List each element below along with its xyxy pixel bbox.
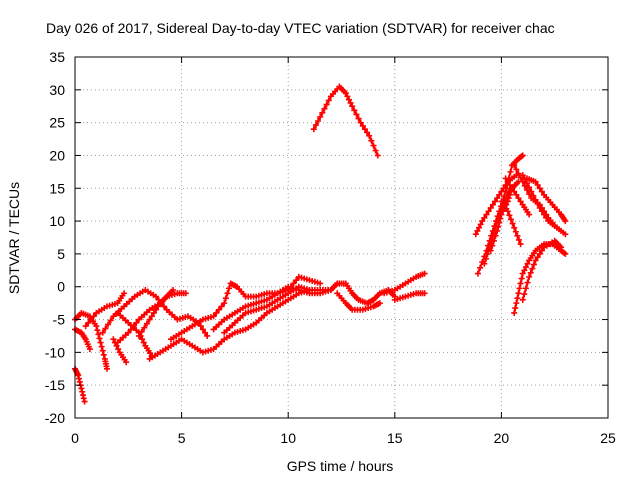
y-tick-label: 30 xyxy=(49,82,65,98)
y-axis-label: SDTVAR / TECUs xyxy=(6,182,22,294)
data-point xyxy=(514,295,520,301)
y-tick-label: 15 xyxy=(49,180,65,196)
data-point xyxy=(513,300,519,306)
y-tick-label: 35 xyxy=(49,49,65,65)
data-point xyxy=(475,271,481,277)
series-arc-25 xyxy=(520,172,560,231)
x-tick-labels: 0 5 10 15 20 25 xyxy=(71,430,616,446)
y-tick-label: 10 xyxy=(49,213,65,229)
y-tick-label: 0 xyxy=(57,279,65,295)
data-point xyxy=(101,352,107,358)
series-arc-7 xyxy=(115,310,155,359)
data-point xyxy=(525,280,531,286)
data-point xyxy=(518,280,524,286)
series-arc-9 xyxy=(147,287,313,362)
data-point xyxy=(82,399,88,405)
y-tick-label: -5 xyxy=(53,312,66,328)
x-tick-label: 15 xyxy=(387,430,403,446)
data-point xyxy=(520,297,526,303)
data-point xyxy=(512,305,518,311)
data-point xyxy=(519,276,525,282)
data-point xyxy=(521,291,527,297)
data-point xyxy=(94,327,100,333)
data-point xyxy=(511,310,517,316)
y-tick-labels: -20 -15 -10 -5 0 5 10 15 20 25 30 35 xyxy=(45,49,65,426)
data-point xyxy=(477,265,483,271)
x-tick-label: 5 xyxy=(178,430,186,446)
y-tick-label: 5 xyxy=(57,246,65,262)
x-tick-label: 25 xyxy=(600,430,616,446)
data-point xyxy=(100,348,106,354)
data-point xyxy=(99,344,105,350)
x-tick-label: 0 xyxy=(71,430,79,446)
axis-ticks xyxy=(75,57,608,418)
y-tick-label: -15 xyxy=(45,377,65,393)
data-point xyxy=(517,285,523,291)
chart-title: Day 026 of 2017, Sidereal Day-to-day VTE… xyxy=(46,20,555,36)
series-layer xyxy=(72,84,568,405)
series-arc-16 xyxy=(392,290,428,303)
data-point xyxy=(98,340,104,346)
series-arc-17 xyxy=(311,84,381,159)
y-tick-label: 25 xyxy=(49,115,65,131)
x-tick-label: 10 xyxy=(280,430,296,446)
series-arc-21 xyxy=(488,179,522,254)
plot-frame xyxy=(75,57,608,418)
y-tick-label: -20 xyxy=(45,410,65,426)
y-tick-label: -10 xyxy=(45,344,65,360)
data-point xyxy=(97,335,103,341)
y-tick-label: 20 xyxy=(49,147,65,163)
chart: Day 026 of 2017, Sidereal Day-to-day VTE… xyxy=(0,0,640,480)
x-axis-label: GPS time / hours xyxy=(287,458,394,474)
data-point xyxy=(507,169,513,175)
data-point xyxy=(515,290,521,296)
x-tick-label: 20 xyxy=(494,430,510,446)
grid xyxy=(75,57,608,418)
